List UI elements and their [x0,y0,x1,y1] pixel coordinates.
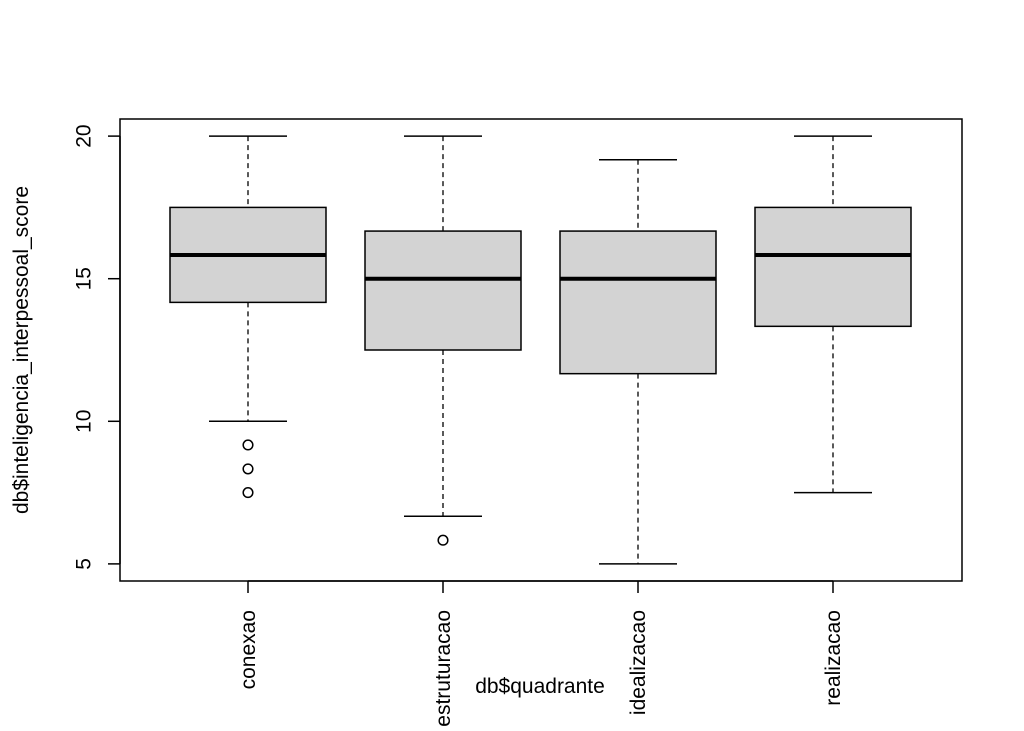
box-idealizacao [559,159,717,565]
outlier-point [437,534,449,546]
x-tick-label-realizacao: realizacao [822,610,845,706]
box-estruturacao [364,135,522,546]
iqr-box [364,230,522,351]
iqr-box [559,230,717,375]
boxes-group [169,135,912,565]
y-axis: 5 10 15 20 [73,124,121,570]
iqr-box [754,206,912,328]
x-tick-label-estruturacao: estruturacao [432,610,455,727]
outlier-point [242,463,254,475]
box-realizacao [754,135,912,494]
x-axis: conexao estruturacao idealizacao realizacao [237,580,845,727]
outlier-point [242,487,254,499]
x-tick-label-idealizacao: idealizacao [627,610,650,715]
y-tick-label: 5 [73,558,96,570]
box-conexao [169,135,327,499]
x-axis-title: db$quadrante [475,675,605,698]
y-tick-label: 15 [73,267,96,290]
plot-frame [119,118,963,582]
x-tick-label-conexao: conexao [237,610,260,689]
outlier-point [242,439,254,451]
y-axis-title: db$inteligencia_interpessoal_score [10,186,33,514]
y-tick-label: 10 [73,410,96,433]
y-tick-label: 20 [73,124,96,147]
